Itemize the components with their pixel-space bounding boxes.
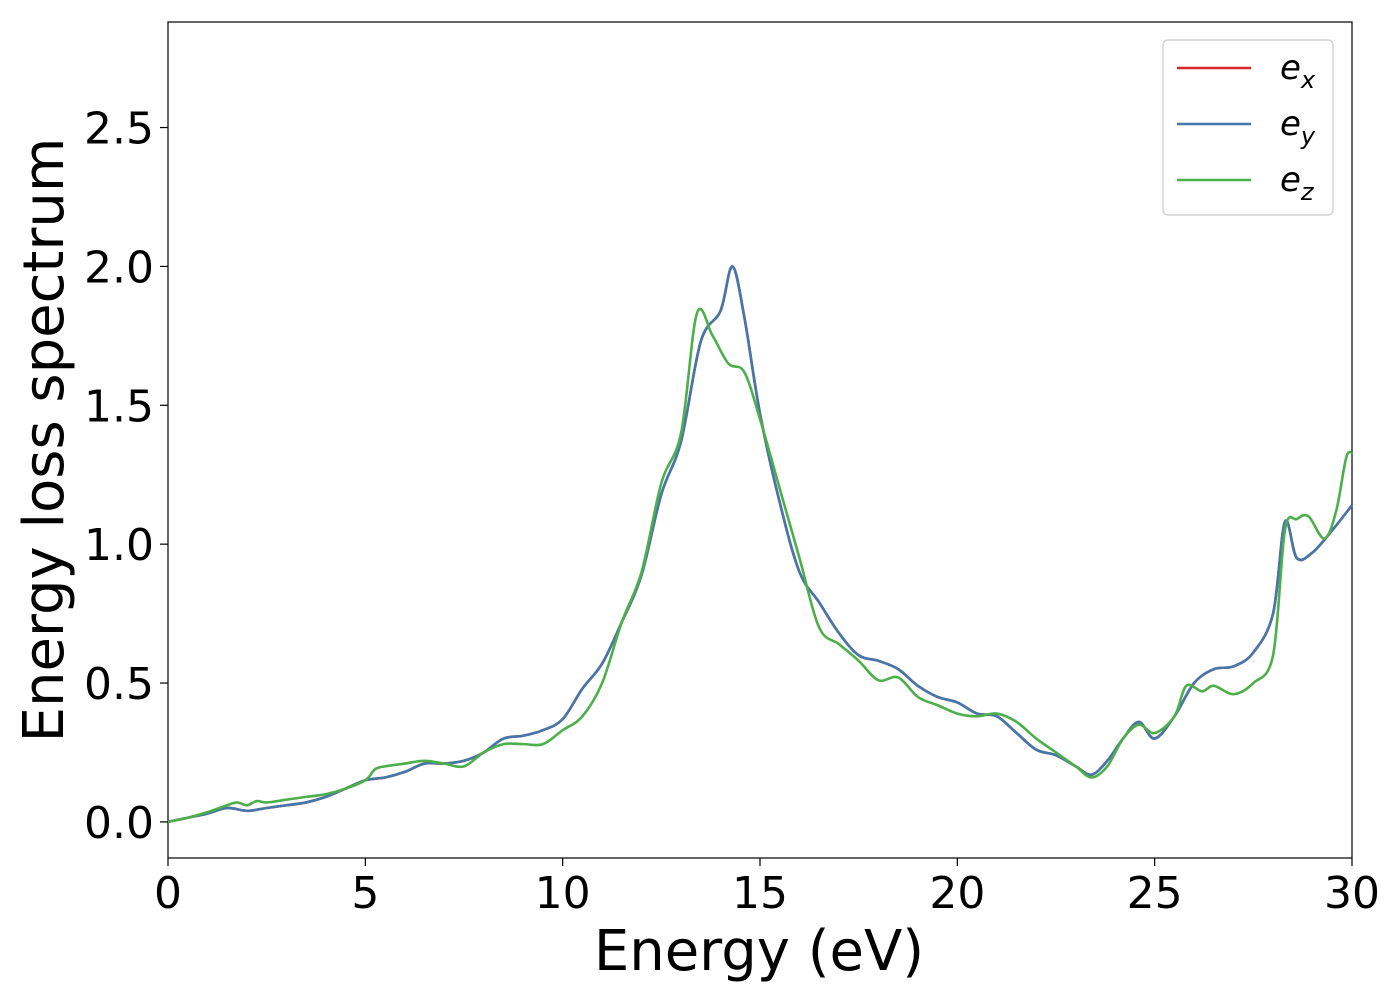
legend-label-subscript: x bbox=[1300, 66, 1316, 94]
legend-label-ez: ez bbox=[1280, 160, 1315, 206]
x-axis-label: Energy (eV) bbox=[594, 919, 924, 984]
y-axis-label: Energy loss spectrum bbox=[12, 138, 77, 743]
y-tick-label: 1.5 bbox=[84, 381, 154, 432]
series-line-ez bbox=[167, 307, 1353, 824]
x-tick-label: 10 bbox=[535, 868, 591, 919]
x-tick-label: 20 bbox=[929, 868, 985, 919]
legend-label-base: e bbox=[1280, 48, 1301, 88]
legend-label-base: e bbox=[1280, 160, 1301, 200]
legend-label-ey: ey bbox=[1280, 104, 1316, 150]
x-tick-label: 15 bbox=[732, 868, 788, 919]
y-tick-label: 0.5 bbox=[84, 659, 154, 710]
y-tick-label: 2.0 bbox=[84, 242, 154, 293]
x-axis-ticks: 0 5 10 15 20 25 30 bbox=[154, 858, 1380, 919]
legend-box bbox=[1162, 39, 1334, 216]
y-axis-ticks: 0.0 0.5 1.0 1.5 2.0 2.5 bbox=[84, 104, 168, 849]
y-tick-label: 1.0 bbox=[84, 520, 154, 571]
legend-label-base: e bbox=[1280, 104, 1301, 144]
legend-label-subscript: z bbox=[1300, 178, 1315, 206]
x-tick-label: 5 bbox=[351, 868, 379, 919]
x-tick-label: 25 bbox=[1127, 868, 1183, 919]
legend-label-ex: ex bbox=[1280, 48, 1316, 94]
series-layer bbox=[167, 265, 1354, 824]
legend-label-subscript: y bbox=[1300, 122, 1316, 150]
y-tick-label: 0.0 bbox=[84, 798, 154, 849]
y-tick-label: 2.5 bbox=[84, 104, 154, 155]
x-tick-label: 30 bbox=[1324, 868, 1380, 919]
x-tick-label: 0 bbox=[154, 868, 182, 919]
